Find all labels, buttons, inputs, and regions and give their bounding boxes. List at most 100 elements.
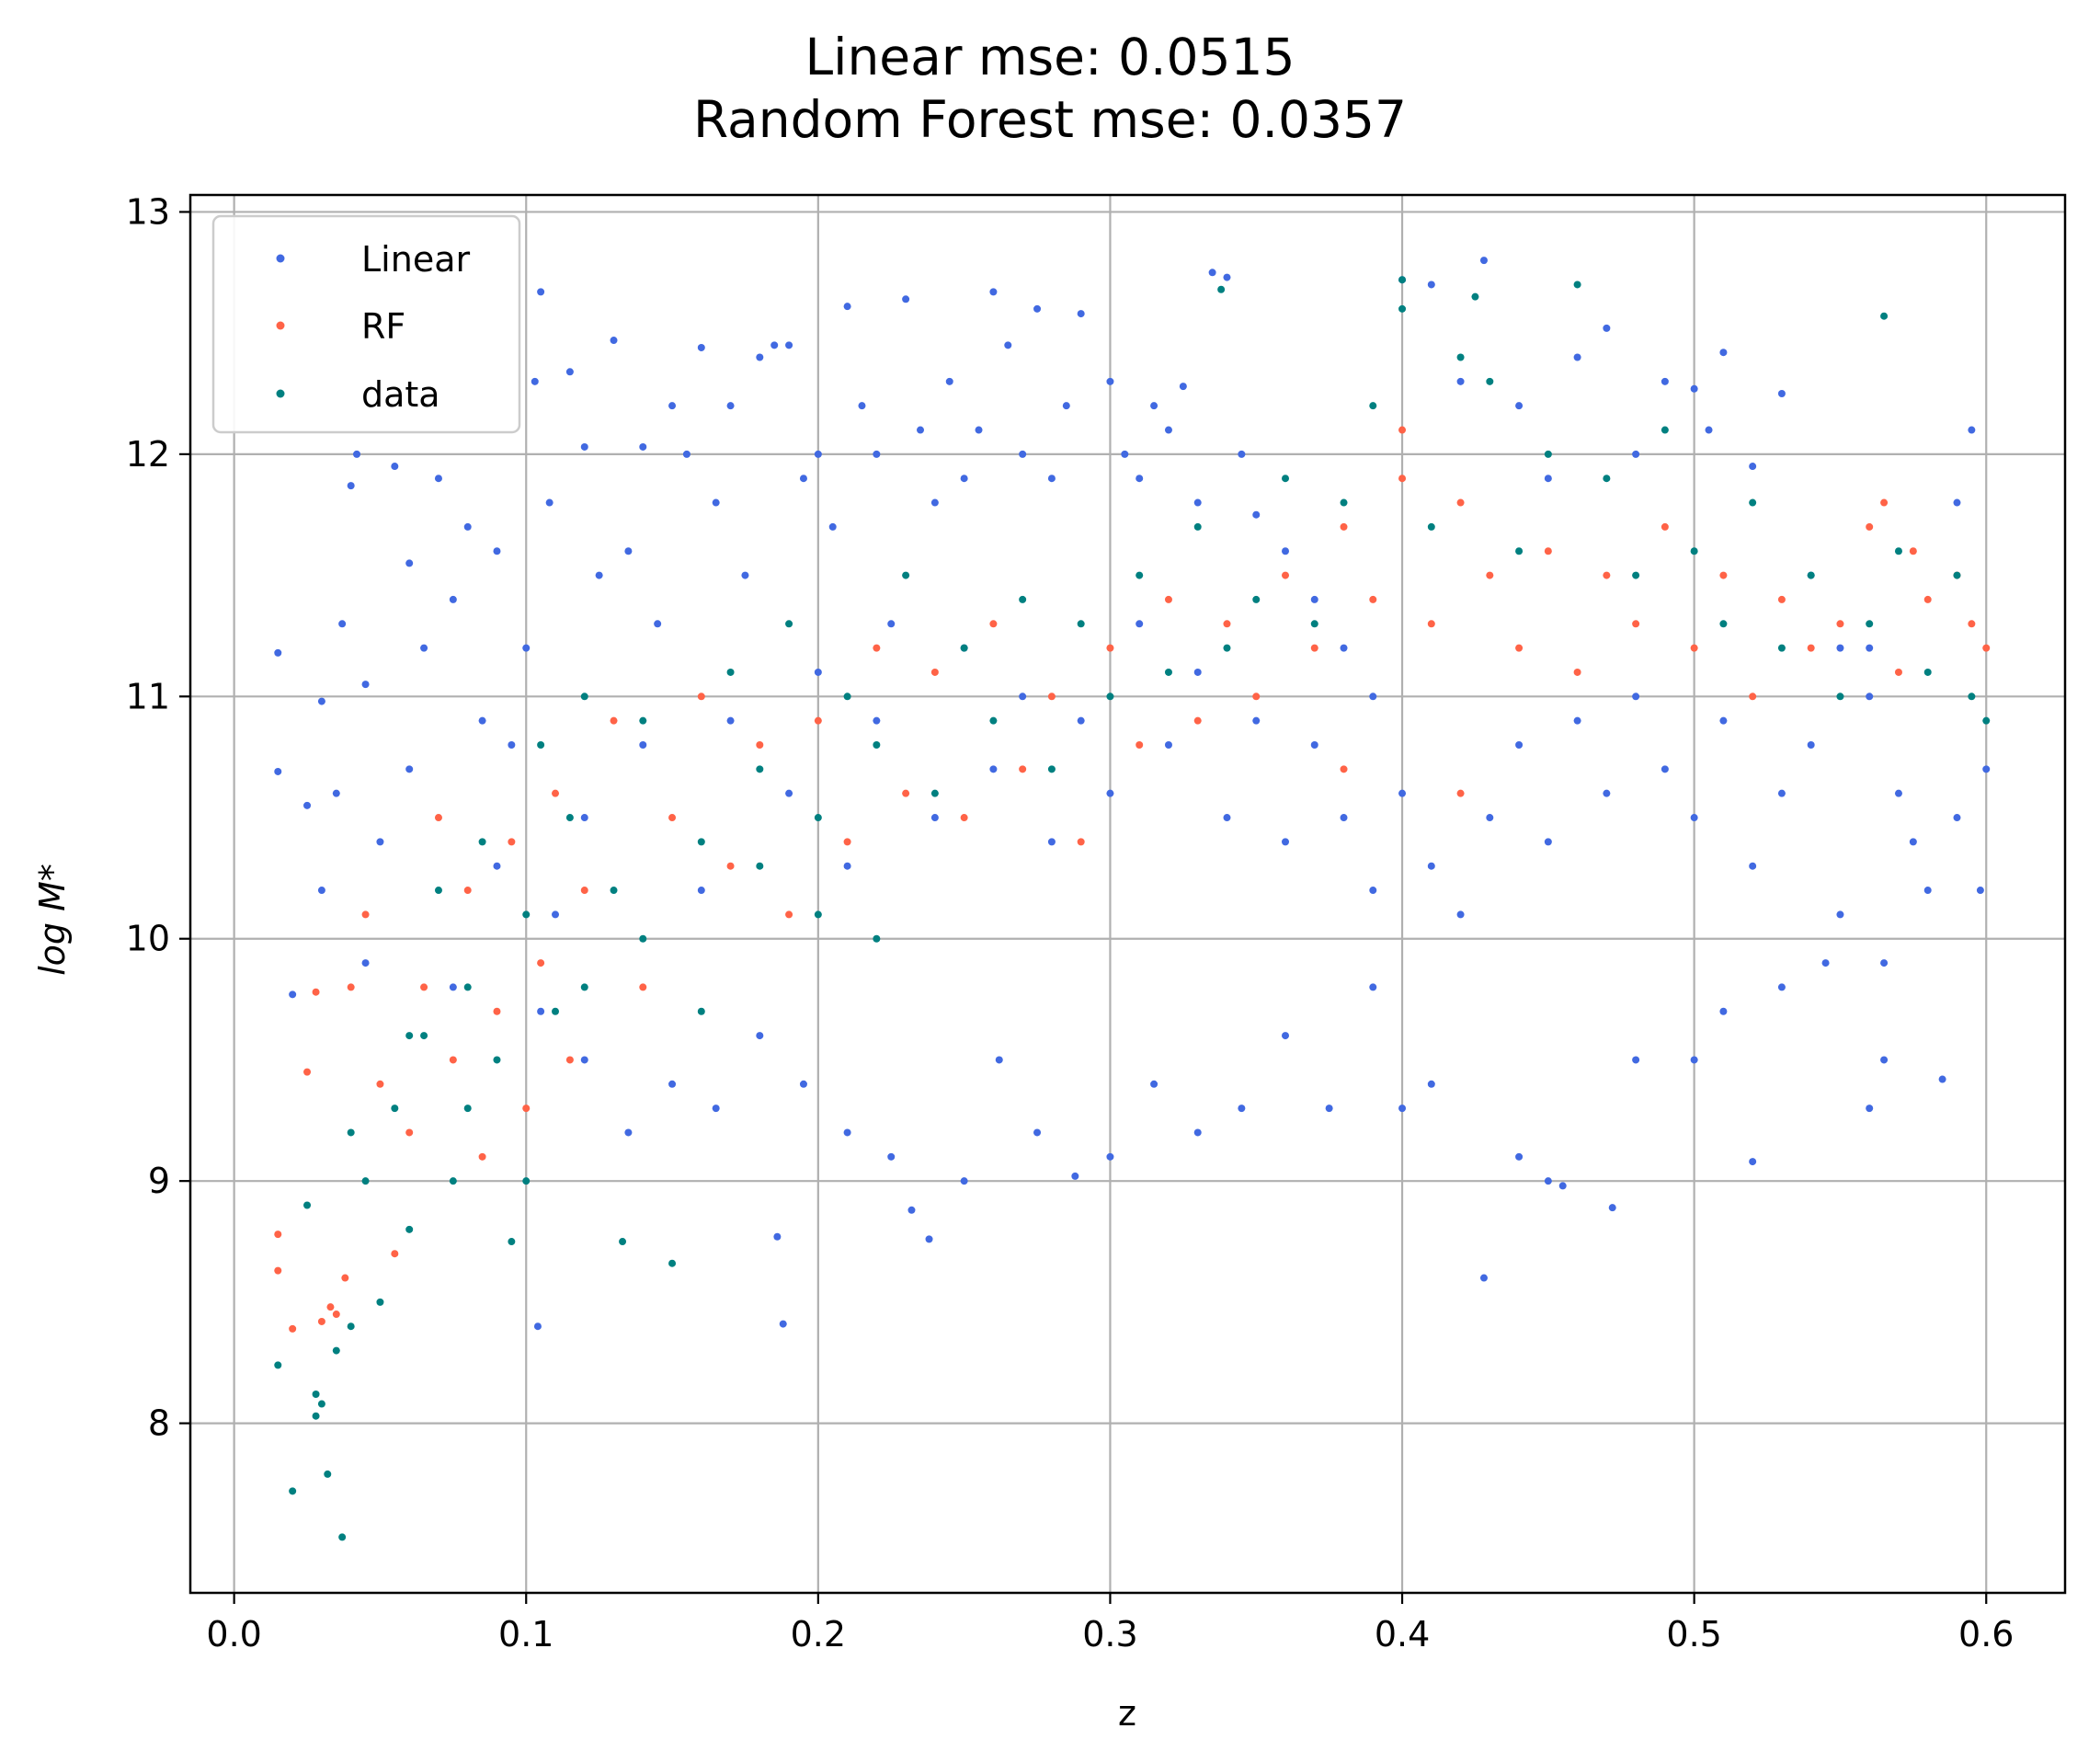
data-point xyxy=(1938,1075,1946,1083)
data-point xyxy=(1982,765,1991,773)
data-point xyxy=(463,887,472,895)
y-tick-label: 10 xyxy=(126,919,170,959)
data-point xyxy=(726,668,735,676)
data-point xyxy=(785,910,793,919)
legend: Linear RF data xyxy=(211,214,521,434)
data-point xyxy=(1953,571,1961,579)
data-point xyxy=(930,668,939,676)
data-point xyxy=(1953,498,1961,507)
data-point xyxy=(1077,620,1085,628)
data-point xyxy=(624,547,633,555)
data-point xyxy=(1047,475,1056,483)
data-point xyxy=(463,1105,472,1113)
data-point xyxy=(917,426,925,434)
series-data xyxy=(274,276,1991,1541)
data-point xyxy=(785,789,793,797)
data-point xyxy=(537,288,545,296)
legend-label-rf: RF xyxy=(361,306,405,347)
data-point xyxy=(1427,280,1435,289)
data-point xyxy=(873,934,881,943)
data-point xyxy=(303,1068,312,1076)
data-point xyxy=(930,789,939,797)
plot-frame xyxy=(188,193,2067,1595)
data-point xyxy=(639,983,647,991)
legend-label-data: data xyxy=(361,374,440,415)
data-point xyxy=(420,644,428,652)
data-point xyxy=(1121,450,1129,458)
data-point xyxy=(1515,547,1524,555)
data-point xyxy=(1923,887,1932,895)
data-point xyxy=(1866,522,1874,531)
data-point xyxy=(1077,716,1085,725)
data-point xyxy=(1106,789,1114,797)
data-point xyxy=(1471,292,1479,301)
data-point xyxy=(361,959,370,967)
data-point xyxy=(1777,595,1786,603)
x-tick-label: 0.1 xyxy=(498,1614,554,1654)
data-point xyxy=(1866,1105,1874,1113)
data-point xyxy=(1325,1105,1333,1113)
x-tick-label: 0.5 xyxy=(1666,1614,1721,1654)
data-point xyxy=(1515,740,1524,749)
data-point xyxy=(668,1259,677,1267)
data-point xyxy=(873,450,881,458)
data-point xyxy=(1894,668,1902,676)
data-point xyxy=(1136,620,1144,628)
y-tick-label: 9 xyxy=(148,1161,170,1201)
data-point xyxy=(1632,571,1640,579)
data-point xyxy=(785,341,793,349)
data-point xyxy=(391,1250,399,1258)
data-point xyxy=(1968,693,1976,701)
data-point xyxy=(1340,522,1348,531)
data-point xyxy=(317,1400,325,1408)
data-point xyxy=(552,1007,560,1015)
data-point xyxy=(1982,644,1991,652)
data-point xyxy=(1953,814,1961,822)
data-point xyxy=(341,1274,349,1282)
data-point xyxy=(1164,595,1172,603)
data-point xyxy=(1136,571,1144,579)
data-point xyxy=(1106,644,1114,652)
data-point xyxy=(353,450,361,458)
data-point xyxy=(1821,959,1830,967)
data-point xyxy=(580,693,588,701)
data-point xyxy=(317,1317,325,1325)
data-point xyxy=(1179,383,1187,391)
data-point xyxy=(595,571,603,579)
data-point xyxy=(654,620,662,628)
data-point xyxy=(405,559,414,567)
data-point xyxy=(1661,426,1669,434)
data-point xyxy=(1136,740,1144,749)
data-point xyxy=(1632,620,1640,628)
data-point xyxy=(1019,595,1027,603)
data-point xyxy=(463,983,472,991)
data-point xyxy=(960,814,968,822)
data-point xyxy=(347,482,355,490)
data-point xyxy=(726,402,735,410)
data-point xyxy=(697,887,705,895)
x-tick-label: 0.4 xyxy=(1375,1614,1430,1654)
y-tick-label: 12 xyxy=(126,434,170,475)
data-point xyxy=(478,1152,486,1161)
data-point xyxy=(376,1080,384,1088)
data-point xyxy=(726,862,735,870)
data-point xyxy=(1515,644,1524,652)
data-point xyxy=(405,1032,414,1040)
data-point xyxy=(1456,789,1465,797)
data-point xyxy=(697,1007,705,1015)
data-point xyxy=(347,1128,355,1137)
data-point xyxy=(995,1056,1003,1064)
data-point xyxy=(1661,765,1669,773)
data-point xyxy=(1749,463,1757,471)
data-point xyxy=(1836,620,1844,628)
data-point xyxy=(1573,668,1581,676)
data-point xyxy=(1456,377,1465,385)
data-point xyxy=(1719,620,1728,628)
data-point xyxy=(405,1225,414,1233)
data-point xyxy=(1836,644,1844,652)
data-point xyxy=(1150,1080,1158,1088)
data-point xyxy=(712,498,720,507)
data-point xyxy=(317,887,325,895)
data-point xyxy=(1880,959,1889,967)
